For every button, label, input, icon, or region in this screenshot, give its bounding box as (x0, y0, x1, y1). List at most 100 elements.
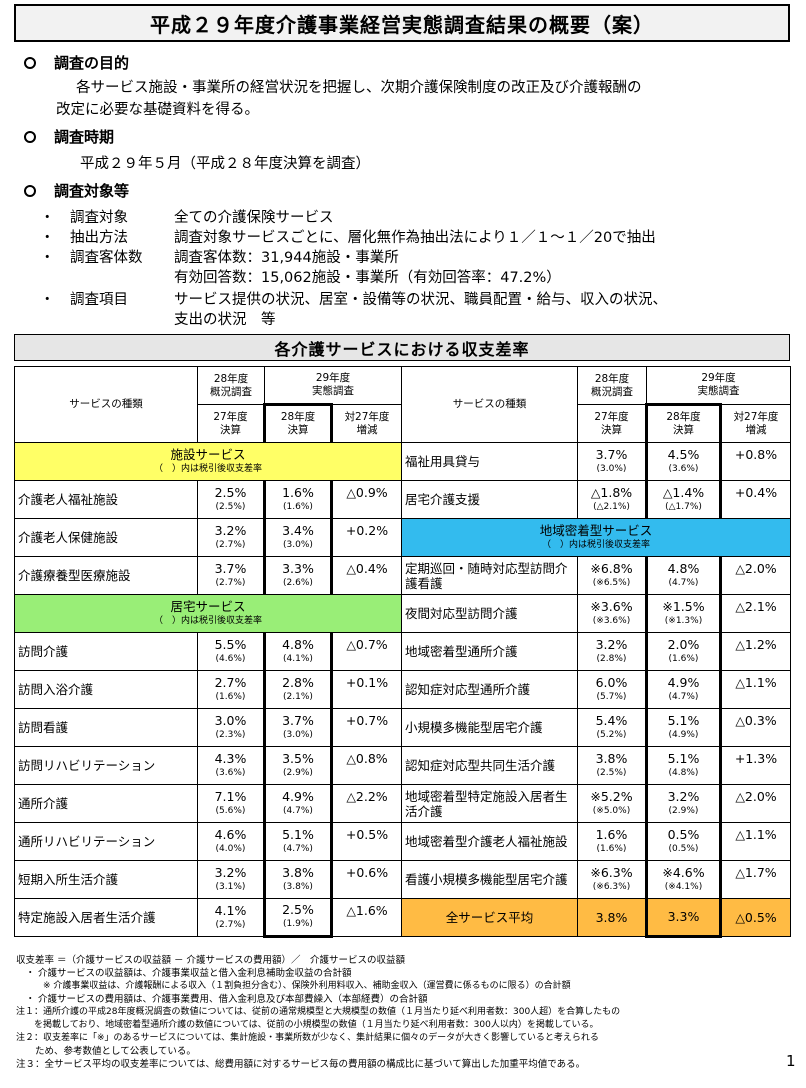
fy28-cell: 3.4% (3.0%) (263, 518, 333, 557)
service-cell: 通所介護 (14, 784, 198, 823)
service-name: 訪問介護 (18, 644, 69, 659)
fy27-cell: 1.6% (1.6%) (577, 822, 647, 861)
page-number: 1 (786, 1052, 796, 1070)
fy27-cell: ※3.6% (※3.6%) (577, 594, 647, 633)
change-cell: △0.3% (720, 708, 791, 747)
after-tax-value: (△2.1%) (593, 501, 630, 512)
after-tax-value: (5.2%) (596, 729, 627, 740)
value: 5.4% (595, 712, 628, 728)
circle-bullet-icon (24, 130, 36, 143)
table-row: 特定施設入居者生活介護 4.1% (2.7%) 2.5% (1.9%) △1.6% 全サービ… (14, 898, 791, 938)
value: 3.3% (282, 560, 314, 576)
table-row: 介護療養型医療施設 3.7% (2.7%) 3.3% (2.6%) △0.4% 定期巡回・随… (14, 556, 791, 595)
fy27-cell: 4.1% (2.7%) (197, 898, 265, 937)
target-item-label: 調査客体数 (70, 250, 143, 266)
fy27-cell: 4.6% (4.0%) (197, 822, 265, 861)
service-name: 認知症対応型通所介護 (405, 682, 531, 697)
fy28-cell: 2.8% (2.1%) (263, 670, 333, 709)
service-cell: 居宅介護支援 (401, 480, 578, 519)
fy27-cell: ※5.2% (※5.0%) (577, 784, 647, 823)
fy27-cell: 3.8% (2.5%) (577, 746, 647, 785)
change-cell: +0.4% (720, 480, 791, 519)
value: △1.8% (590, 484, 633, 500)
change-value: +0.5% (345, 827, 389, 842)
table-row: 訪問介護 5.5% (4.6%) 4.8% (4.1%) △0.7% 地域密着型通所介護 3.… (14, 632, 791, 671)
service-name: 居宅介護支援 (405, 492, 481, 507)
value: △0.5% (735, 909, 777, 925)
value: 2.8% (282, 674, 314, 690)
after-tax-value: (4.8%) (668, 767, 699, 778)
footnote-line: 注３：全サービス平均の収支差率については、総費用額に対するサービス毎の費用額の構… (16, 1059, 586, 1070)
value: 2.5% (282, 902, 314, 917)
fy27-cell: 3.0% (2.3%) (197, 708, 265, 747)
fy27-cell: 5.5% (4.6%) (197, 632, 265, 671)
average-fy28-cell: 3.3% (645, 898, 722, 938)
after-tax-value: (4.6%) (215, 653, 246, 664)
category-name: 施設サービス (170, 446, 246, 462)
fy28-cell: 5.1% (4.9%) (645, 708, 722, 747)
circle-bullet-icon (24, 56, 36, 69)
category-facility: 施設サービス（ ）内は税引後収支差率 (14, 442, 402, 481)
value: ※5.2% (590, 788, 633, 804)
after-tax-value: (1.6%) (668, 653, 699, 664)
header-text: 27年度 決算 (213, 410, 248, 436)
value: 5.1% (667, 750, 700, 766)
value: 0.5% (667, 826, 700, 842)
service-name: 介護老人福祉施設 (18, 492, 119, 507)
after-tax-value: (※3.6%) (592, 615, 631, 626)
value: 3.7% (214, 560, 247, 576)
header-text: 対27年度 増減 (344, 410, 390, 436)
value: 4.6% (214, 826, 247, 842)
after-tax-value: (2.5%) (215, 501, 246, 512)
value: 4.8% (667, 560, 700, 576)
after-tax-value: (1.6%) (215, 691, 246, 702)
target-item: 支出の状況 等 (40, 308, 276, 329)
after-tax-value: (3.0%) (283, 729, 313, 740)
value: 1.6% (282, 484, 314, 500)
change-value: +0.7% (345, 713, 389, 728)
fy27-cell: 3.7% (2.7%) (197, 556, 265, 595)
after-tax-value: (4.0%) (215, 843, 246, 854)
fy27-cell: 6.0% (5.7%) (577, 670, 647, 709)
value: 3.0% (214, 712, 247, 728)
value: 3.5% (282, 750, 314, 766)
value: 4.5% (667, 446, 700, 462)
purpose-line-2: 改定に必要な基礎資料を得る。 (56, 102, 259, 118)
circle-bullet-icon (24, 184, 36, 197)
value: 4.9% (282, 788, 314, 804)
after-tax-value: (1.9%) (283, 919, 313, 929)
after-tax-value: (2.7%) (215, 539, 246, 550)
fy28-cell: 5.1% (4.8%) (645, 746, 722, 785)
fy28-cell: 4.9% (4.7%) (263, 784, 333, 823)
service-cell: 訪問看護 (14, 708, 198, 747)
value: △1.4% (662, 484, 705, 500)
value: 7.1% (214, 788, 247, 804)
service-name: 短期入所生活介護 (18, 872, 119, 887)
value: 4.9% (667, 674, 700, 690)
service-name: 訪問リハビリテーション (18, 758, 156, 773)
value: 3.8% (595, 909, 628, 925)
after-tax-value: (2.3%) (215, 729, 246, 740)
fy27-cell: 2.5% (2.5%) (197, 480, 265, 519)
header-fy28: 28年度 決算 (645, 403, 722, 443)
after-tax-value: (※5.0%) (592, 805, 631, 816)
table-row: 介護老人保健施設 3.2% (2.7%) 3.4% (3.0%) +0.2% 地域密着型サー… (14, 518, 791, 557)
service-name: 特定施設入居者生活介護 (18, 910, 156, 925)
fy27-cell: 4.3% (3.6%) (197, 746, 265, 785)
change-value: △1.6% (346, 903, 388, 918)
after-tax-value: (1.6%) (596, 843, 627, 854)
footnote-line: 注１：通所介護の平成28年度概況調査の数値については、従前の通常規模型と大規模型… (16, 1007, 621, 1017)
change-cell: △1.2% (720, 632, 791, 671)
service-name: 認知症対応型共同生活介護 (405, 758, 556, 773)
table-row: 訪問リハビリテーション 4.3% (3.6%) 3.5% (2.9%) △0.8% 認知症対… (14, 746, 791, 785)
change-value: +0.6% (345, 865, 389, 880)
footnote-line: ・ 介護サービスの収益額は、介護事業収益と借入金利息補助金収益の合計額 (16, 968, 352, 979)
after-tax-value: (※4.1%) (664, 881, 703, 892)
fy28-cell: 2.0% (1.6%) (645, 632, 722, 671)
value: 3.7% (595, 446, 628, 462)
target-item-label (70, 266, 174, 287)
change-value: △0.9% (346, 485, 388, 500)
after-tax-value: (△1.7%) (665, 501, 702, 512)
change-cell: +0.8% (720, 442, 791, 481)
period-heading-text: 調査時期 (54, 128, 115, 146)
